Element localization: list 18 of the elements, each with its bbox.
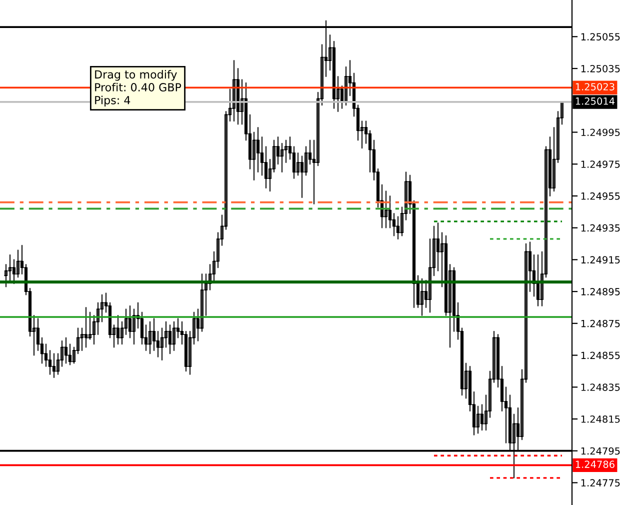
- y-tick-label: 1.25055: [581, 33, 620, 40]
- y-tick-label: 1.24815: [581, 415, 620, 423]
- y-tick-label: 1.24955: [581, 192, 620, 200]
- ref-line-label: 1.25014: [576, 97, 615, 105]
- annotation: Drag to modify Profit: 0.40 GBP Pips: 4: [95, 70, 182, 106]
- y-tick-label: 1.24995: [581, 128, 620, 136]
- ref-line-label: 1.24786: [576, 460, 614, 468]
- y-tick-label: 1.24895: [581, 288, 620, 296]
- y-tick-label: 1.24915: [581, 256, 620, 264]
- y-tick-label: 1.25035: [581, 64, 620, 72]
- y-tick-label: 1.24835: [581, 384, 620, 391]
- y-tick-label: 1.24975: [581, 160, 620, 168]
- y-tick-label: 1.24855: [581, 352, 620, 360]
- y-tick-label: 1.24775: [581, 479, 620, 487]
- y-tick-label: 1.24875: [581, 320, 620, 328]
- y-tick-label: 1.24795: [581, 447, 620, 455]
- ref-line-label: 1.25023: [576, 83, 614, 90]
- y-tick-label: 1.24935: [581, 224, 620, 232]
